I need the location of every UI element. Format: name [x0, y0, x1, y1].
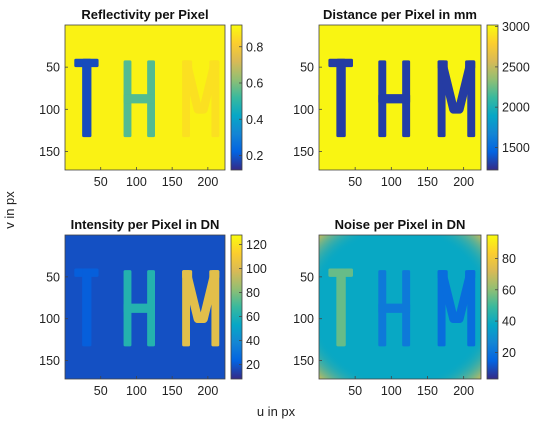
x-tick-label: 150	[162, 175, 183, 189]
colorbar-tick-label: 20	[246, 358, 260, 372]
heatmap-letter-h	[378, 60, 411, 138]
x-tick-label: 100	[126, 175, 147, 189]
heatmap-letter-t	[328, 268, 353, 347]
heatmap-panel-2: Distance per Pixel in mm 50 100 150 200 50 100…	[293, 7, 530, 189]
chart-title: Distance per Pixel in mm	[323, 7, 477, 22]
axes-frame	[318, 234, 482, 380]
axes-frame	[64, 234, 226, 380]
colorbar-tick-label: 2000	[502, 101, 530, 115]
x-axis-label: u in px	[257, 404, 296, 419]
colorbar-tick-label: 80	[502, 252, 516, 266]
chart-title: Noise per Pixel in DN	[335, 217, 466, 232]
x-tick-label: 150	[162, 384, 183, 398]
colorbar-tick-label: 40	[246, 334, 260, 348]
x-tick-label: 150	[417, 384, 438, 398]
colorbar-tick-label: 0.2	[246, 149, 263, 163]
x-tick-label: 50	[94, 384, 108, 398]
heatmap-letter-h	[378, 270, 411, 347]
colorbar-tick-label: 0.6	[246, 77, 263, 91]
heatmap-letter-m	[437, 60, 476, 138]
chart-title: Reflectivity per Pixel	[81, 7, 208, 22]
heatmap-panel-4: Noise per Pixel in DN 50 100 150 200 50 100 150…	[293, 217, 516, 398]
colorbar-tick-label: 0.4	[246, 113, 263, 127]
x-tick-label: 200	[453, 175, 474, 189]
colorbar-tick-label: 120	[246, 238, 267, 252]
x-tick-label: 200	[197, 384, 218, 398]
y-tick-label: 150	[39, 145, 60, 159]
y-tick-label: 50	[300, 61, 314, 75]
colorbar-tick-label: 0.8	[246, 40, 263, 54]
y-tick-label: 50	[46, 270, 60, 284]
heatmap-letter-t	[74, 58, 99, 138]
y-tick-label: 100	[293, 103, 314, 117]
y-tick-label: 50	[46, 61, 60, 75]
heatmap-letter-t	[74, 268, 99, 347]
y-tick-label: 150	[293, 354, 314, 368]
colorbar-tick-label: 1500	[502, 141, 530, 155]
x-tick-label: 200	[453, 384, 474, 398]
x-tick-label: 50	[348, 384, 362, 398]
x-tick-label: 50	[348, 175, 362, 189]
colorbar	[486, 234, 499, 380]
heatmap-letter-m	[182, 270, 220, 347]
x-tick-label: 50	[94, 175, 108, 189]
heatmap-letter-m	[437, 270, 476, 347]
colorbar-tick-label: 80	[246, 286, 260, 300]
heatmap-letter-m	[182, 60, 220, 138]
heatmap-letter-t	[328, 58, 353, 138]
heatmap-panel-3: Intensity per Pixel in DN 50 100 150 200 50 10…	[39, 217, 267, 398]
colorbar-tick-label: 60	[502, 283, 516, 297]
y-tick-label: 100	[293, 312, 314, 326]
chart-title: Intensity per Pixel in DN	[71, 217, 220, 232]
axes-frame	[318, 24, 482, 171]
colorbar-tick-label: 20	[502, 346, 516, 360]
heatmap-letter-h	[123, 60, 155, 138]
heatmap-panel-1: Reflectivity per Pixel 50 100 150 200 50 100 15…	[39, 7, 263, 189]
colorbar-tick-label: 2500	[502, 60, 530, 74]
y-axis-label: v in px	[2, 191, 17, 229]
x-tick-label: 100	[126, 384, 147, 398]
axes-frame	[64, 24, 226, 171]
colorbar-tick-label: 3000	[502, 20, 530, 34]
colorbar	[486, 24, 499, 171]
heatmap-letter-h	[123, 270, 155, 347]
colorbar-tick-label: 40	[502, 315, 516, 329]
colorbar-tick-label: 100	[246, 262, 267, 276]
x-tick-label: 100	[381, 175, 402, 189]
x-tick-label: 200	[197, 175, 218, 189]
colorbar	[230, 234, 243, 380]
y-tick-label: 100	[39, 103, 60, 117]
y-tick-label: 100	[39, 312, 60, 326]
x-tick-label: 150	[417, 175, 438, 189]
x-tick-label: 100	[381, 384, 402, 398]
y-tick-label: 50	[300, 270, 314, 284]
colorbar	[230, 24, 243, 171]
y-tick-label: 150	[293, 145, 314, 159]
colorbar-tick-label: 60	[246, 310, 260, 324]
y-tick-label: 150	[39, 354, 60, 368]
